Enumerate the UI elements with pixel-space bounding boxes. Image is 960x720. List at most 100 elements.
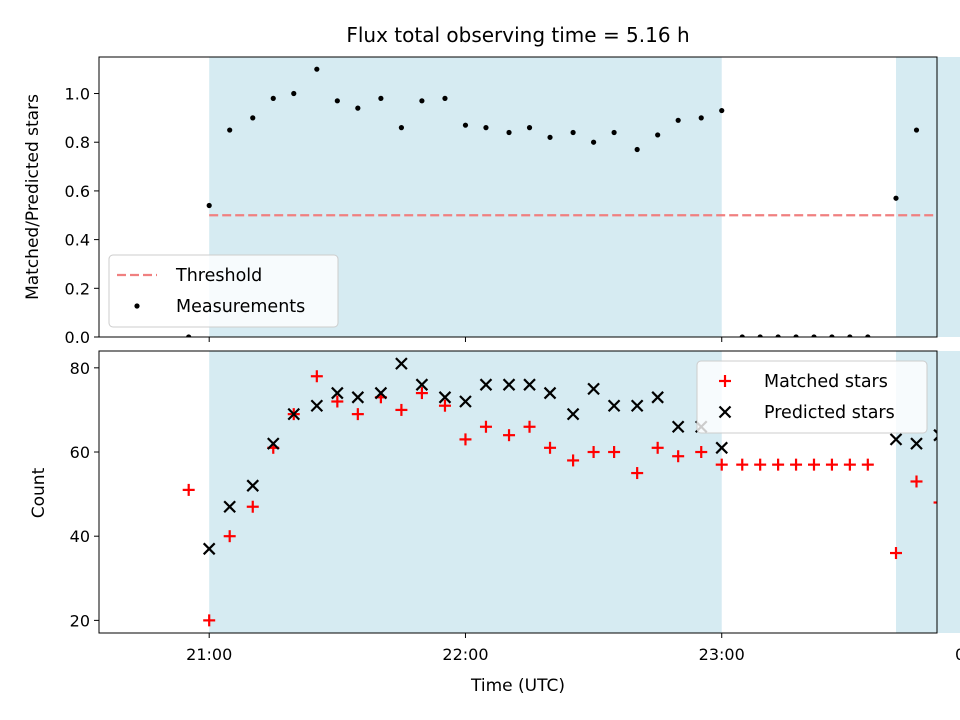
point-dot-9 (378, 95, 384, 101)
point-x-20 (630, 399, 644, 412)
point-x-26 (910, 437, 923, 450)
point-plus-12 (438, 399, 451, 412)
point-dot-30 (811, 334, 817, 337)
point-dot-28 (775, 334, 781, 337)
point-dot-1 (206, 202, 212, 209)
point-dot-32 (847, 334, 853, 337)
observing-window-1 (895, 57, 960, 337)
point-plus-27 (754, 458, 767, 471)
point-dot-0 (186, 334, 192, 337)
point-x-11-b (438, 391, 452, 404)
point-x-3-b (266, 437, 280, 450)
point-x-12-b (459, 395, 472, 408)
point-x-21 (651, 391, 664, 404)
point-dot-21 (634, 146, 640, 153)
legend-label: Matched stars (764, 372, 888, 392)
point-plus-29 (790, 458, 803, 471)
point-x-15 (523, 378, 536, 391)
point-x-7 (351, 391, 365, 404)
point-dot-10 (398, 125, 404, 131)
point-x-13 (479, 378, 493, 391)
point-x-12 (459, 395, 472, 408)
count-panel: 2040608021:0022:0023:0000:0001:0002:0003… (70, 350, 960, 664)
point-x-5 (310, 399, 324, 412)
point-plus-7 (331, 395, 344, 408)
point-dot-12 (442, 95, 448, 101)
ytick-label: 0.8 (65, 133, 90, 152)
point-x-10-b (415, 378, 429, 391)
ytick-label: 20 (70, 611, 90, 630)
point-plus-0 (182, 483, 195, 496)
point-plus-3 (246, 500, 259, 513)
point-dot-15 (506, 129, 512, 136)
point-plus-35 (910, 475, 923, 488)
point-plus-10 (395, 403, 408, 416)
point-x-3 (266, 437, 280, 450)
point-dot-16 (526, 125, 533, 131)
point-dot-24 (698, 115, 704, 121)
point-x-15-b (523, 378, 536, 391)
point-plus-13 (459, 433, 472, 446)
point-x-0-b (202, 542, 216, 556)
legend-box (696, 360, 928, 434)
ytick-label: 40 (70, 527, 90, 546)
point-dot-31 (829, 334, 835, 337)
legend-x-swatch-b (718, 405, 732, 419)
point-x-19 (607, 399, 621, 412)
point-dot-22 (655, 132, 661, 138)
point-dot-34 (893, 195, 899, 201)
point-plus-17 (544, 441, 557, 454)
legend: Matched stars Predicted stars (696, 360, 928, 434)
point-x-2 (246, 479, 260, 492)
legend-dot-swatch (134, 303, 140, 309)
point-x-17-b (566, 407, 580, 421)
point-plus-34 (889, 547, 902, 560)
point-dot-27 (757, 334, 763, 337)
chart-title: Flux total observing time = 5.16 h (346, 23, 689, 47)
point-x-16 (543, 386, 557, 400)
point-plus-15 (503, 429, 516, 442)
point-dot-4 (270, 95, 276, 101)
point-x-22 (671, 420, 685, 434)
point-x-6 (331, 386, 344, 400)
point-dot-20 (611, 129, 617, 136)
point-x-9-b (395, 357, 408, 370)
point-x-0 (202, 542, 216, 556)
ytick-label: 60 (70, 443, 90, 462)
point-x-2-b (246, 479, 260, 492)
point-dot-3 (250, 115, 256, 121)
point-x-4 (287, 407, 301, 421)
ylabel-ratio: Matched/Predicted stars (23, 94, 43, 300)
legend: Threshold Measurements (108, 254, 339, 328)
point-x-11 (438, 391, 452, 404)
point-x-21-b (651, 391, 664, 404)
point-x-27-a (933, 428, 937, 435)
point-dot-18 (570, 129, 576, 136)
ratio-panel: 0.0 0.2 0.4 0.6 0.8 1.0 Threshold Measurements (65, 56, 960, 347)
point-x-14 (502, 378, 516, 391)
point-plus-32 (843, 458, 856, 471)
point-dot-17 (547, 134, 553, 140)
point-x-27-b (933, 436, 937, 442)
point-dot-29 (793, 334, 799, 337)
legend-label: Measurements (176, 297, 305, 317)
point-dot-6 (314, 66, 320, 72)
xtick-label: 00:00 (955, 645, 960, 664)
point-x-25 (889, 433, 903, 446)
point-plus-31 (825, 458, 838, 471)
ytick-label: 0.6 (65, 182, 90, 201)
point-x-1 (223, 500, 236, 514)
observing-window-0 (209, 351, 722, 633)
point-plus-11 (415, 387, 428, 400)
point-dot-14 (483, 125, 489, 131)
point-plus-16 (523, 420, 536, 433)
legend-label: Threshold (175, 266, 262, 286)
ylabel-count: Count (29, 467, 49, 518)
point-x-25-b (889, 433, 903, 446)
point-plus-30 (807, 458, 820, 471)
point-x-9 (395, 357, 408, 370)
xlabel-time: Time (UTC) (470, 676, 565, 696)
plot-area (182, 357, 937, 627)
point-plus-26 (736, 458, 749, 471)
